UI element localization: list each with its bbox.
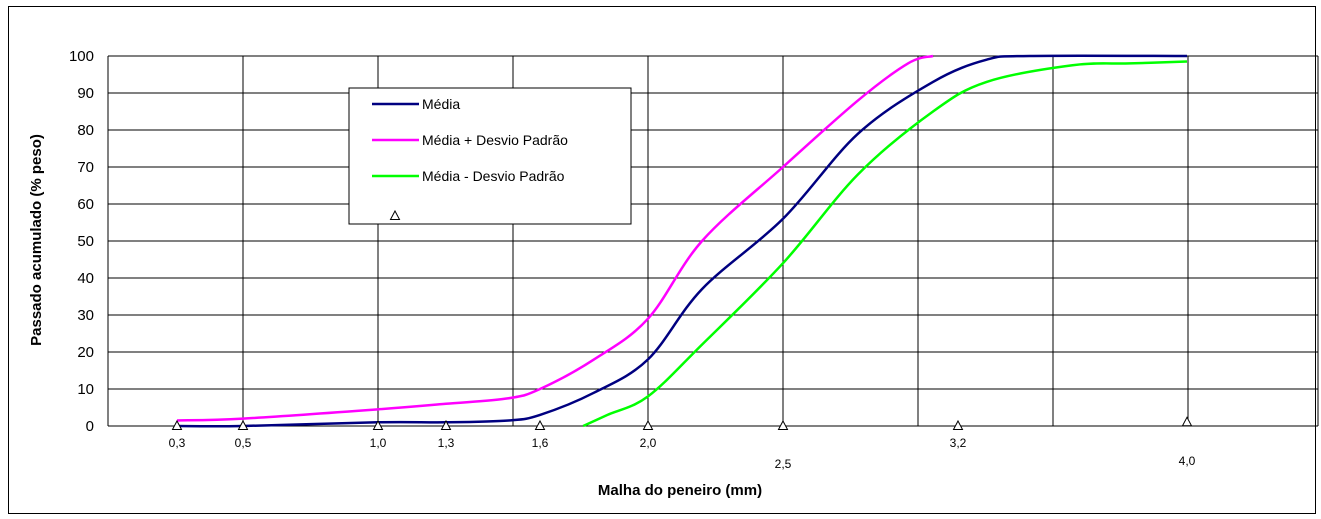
y-tick-label: 90 (77, 85, 94, 102)
grid-lines (107, 55, 1319, 427)
y-tick-label: 20 (77, 344, 94, 361)
x-tick-label: 1,3 (438, 436, 455, 450)
y-tick-label: 80 (77, 122, 94, 139)
x-tick-label: 1,0 (370, 436, 387, 450)
legend-label: Média - Desvio Padrão (422, 168, 565, 184)
legend-marker-triangle (389, 209, 401, 220)
y-axis-ticks: 0 10 20 30 40 50 60 70 80 90 100 (69, 48, 94, 435)
triangle-marker (440, 419, 452, 430)
triangle-marker (642, 419, 654, 430)
y-tick-label: 0 (86, 418, 94, 435)
y-tick-label: 60 (77, 196, 94, 213)
x-tick-label: 3,2 (950, 436, 967, 450)
y-tick-label: 70 (77, 159, 94, 176)
y-tick-label: 40 (77, 270, 94, 287)
series-line (176, 54, 1188, 428)
x-tick-label: 2,0 (640, 436, 657, 450)
triangle-marker (952, 419, 964, 430)
series-line (176, 54, 934, 422)
x-tick-label: 1,6 (532, 436, 549, 450)
legend: Média Média + Desvio Padrão Média - Desvio… (348, 87, 632, 225)
x-axis-ticks: 0,3 0,5 1,0 1,3 1,6 2,0 2,5 3,2 4,0 (169, 436, 1196, 471)
x-tick-label: 2,5 (775, 457, 792, 471)
y-tick-label: 50 (77, 233, 94, 250)
x-tick-label: 4,0 (1179, 454, 1196, 468)
legend-box (348, 87, 632, 225)
triangle-marker (1181, 416, 1193, 427)
triangle-marker (171, 419, 183, 430)
chart-frame (8, 6, 1316, 514)
triangle-marker (237, 419, 249, 430)
legend-label: Média (422, 96, 460, 112)
triangle-marker (372, 419, 384, 430)
x-tick-label: 0,3 (169, 436, 186, 450)
y-axis-title: Passado acumulado (% peso) (28, 134, 45, 346)
x-axis-title: Malha do peneiro (mm) (598, 482, 762, 499)
series-line (582, 60, 1188, 428)
y-tick-label: 100 (69, 48, 94, 65)
sieve-markers (171, 416, 1193, 430)
x-tick-label: 0,5 (235, 436, 252, 450)
legend-label: Média + Desvio Padrão (422, 132, 568, 148)
triangle-marker (534, 419, 546, 430)
y-tick-label: 10 (77, 381, 94, 398)
y-tick-label: 30 (77, 307, 94, 324)
series-lines (176, 54, 1188, 428)
triangle-marker (777, 419, 789, 430)
